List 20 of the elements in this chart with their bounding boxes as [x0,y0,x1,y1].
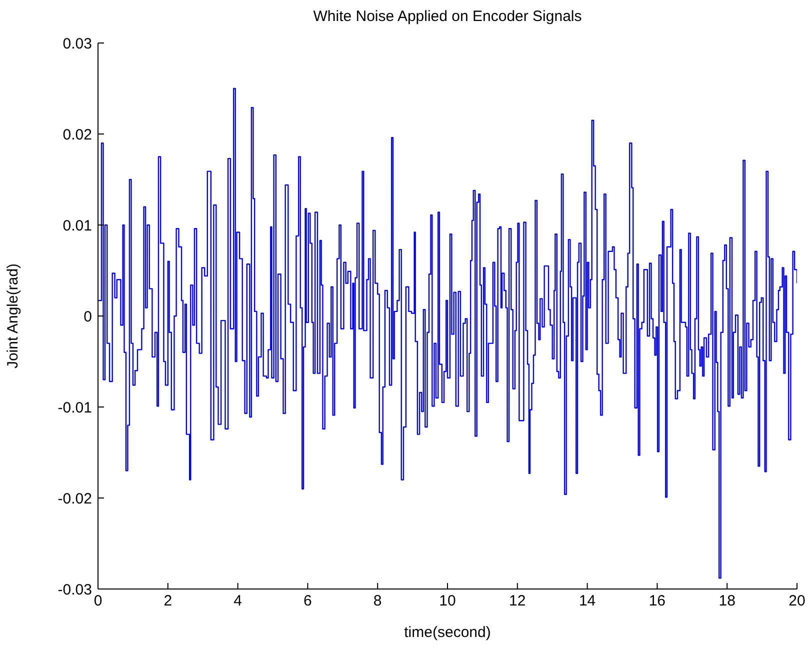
x-tick-label: 12 [509,592,526,610]
x-tick-label: 20 [788,592,806,610]
y-tick-label: -0.01 [58,399,92,416]
x-axis-title: time(second) [404,624,491,641]
chart-title: White Noise Applied on Encoder Signals [312,8,583,25]
x-tick-label: 2 [164,592,172,610]
y-tick-label: 0.02 [62,126,92,144]
y-tick-label: 0.01 [62,217,92,234]
y-tick-label: 0 [84,308,92,326]
x-tick-label: 10 [439,592,456,610]
x-tick-label: 4 [234,592,242,610]
x-tick-label: 18 [718,592,736,610]
y-tick-label: -0.02 [58,490,92,508]
x-tick-label: 8 [373,592,382,610]
y-tick-label: 0.03 [62,35,92,52]
y-tick-label: -0.03 [58,581,92,598]
x-tick-label: 6 [304,592,312,610]
y-axis-title: Joint Angle(rad) [4,263,22,369]
x-tick-label: 16 [648,592,666,610]
x-tick-label: 14 [578,592,596,610]
